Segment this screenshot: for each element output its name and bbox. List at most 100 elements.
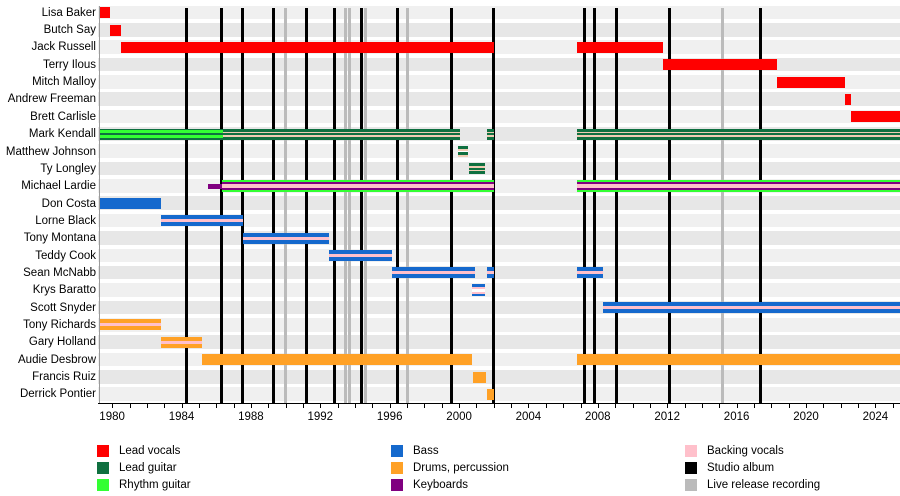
bar-stripe [100,198,161,209]
row-band [98,369,900,384]
member-label: Francis Ruiz [32,371,96,383]
row-band [98,57,900,72]
x-axis-tick [788,404,790,408]
timeline-bar [603,302,900,314]
x-axis-tick [424,404,426,408]
bar-stripe [603,302,900,307]
timeline-bar [486,267,494,279]
bar-stripe [110,24,121,36]
legend-swatch-black [685,462,697,475]
timeline-bar [577,41,663,53]
legend-item: Drums, percussion [391,461,671,475]
studio-album-line [396,8,399,403]
x-axis-tick [806,404,807,408]
legend-item: Rhythm guitar [97,478,377,492]
bar-stripe [100,134,224,139]
x-axis-tick [198,404,200,408]
timeline-bar [577,128,900,140]
row-band [98,387,900,401]
x-axis-tick [476,404,478,408]
x-axis-tick [580,404,582,408]
row-band [98,161,900,176]
x-axis-tick [511,404,513,408]
bar-stripe [100,326,161,331]
x-axis-tick [129,404,131,408]
x-axis-tick [320,404,322,408]
bar-stripe [577,131,900,134]
bar-stripe [100,7,111,19]
member-label: Derrick Pontier [19,388,96,401]
bar-stripe [472,286,486,289]
bar-stripe [160,336,203,341]
x-axis-tick [459,404,461,408]
timeline-bar [222,180,494,193]
x-axis-tick [753,404,755,408]
row-band [98,265,900,280]
timeline-bar [777,76,845,88]
x-axis-tick [667,404,669,408]
bar-stripe [392,274,475,279]
timeline-bar [486,388,494,400]
studio-album-line [668,8,672,403]
timeline-bar [468,163,486,175]
row-band [98,213,900,228]
bar-stripe [472,371,486,383]
bar-stripe [243,232,329,237]
live-release-line [343,8,347,403]
legend-swatch-dark_green [97,462,109,475]
bar-stripe [468,163,486,167]
live-release-line [405,8,409,403]
bar-stripe [160,222,244,227]
x-axis-tick-label: 2004 [515,411,542,423]
bar-stripe [662,59,778,71]
bar-stripe [486,388,494,400]
x-axis-tick [285,404,287,408]
studio-album-line [592,8,596,403]
timeline-bar [577,180,900,193]
legend-label: Lead guitar [119,462,177,475]
bar-stripe [577,274,603,279]
member-label: Terry Ilous [42,58,96,71]
row-band [98,317,900,332]
x-axis-tick [407,404,408,408]
bar-stripe [486,135,494,137]
bar-stripe [577,271,603,275]
bar-stripe [577,184,900,188]
row-band [98,335,900,349]
bar-stripe [845,93,852,105]
timeline-bar [577,267,603,279]
timeline-bar [223,128,460,140]
x-axis-tick [337,404,339,408]
row-band [98,109,900,124]
x-axis-tick [719,404,721,408]
timeline-bar [202,354,472,366]
bar-stripe [120,41,494,53]
plot-left-border [99,6,100,403]
row-band [98,22,900,37]
member-label: Mark Kendall [28,128,96,141]
bar-stripe [222,180,494,183]
x-axis-tick [389,404,391,408]
studio-album-line [185,8,189,403]
member-label: Andrew Freeman [7,93,96,106]
bar-stripe [577,267,603,272]
bar-stripe [603,309,900,314]
x-axis-tick [112,404,114,408]
row-band [98,5,900,20]
timeline-bar [486,128,494,140]
bar-stripe [486,131,494,134]
bar-stripe [577,41,663,53]
legend-item: Lead guitar [97,461,377,475]
bar-stripe [486,128,494,132]
bar-stripe [577,136,900,140]
bar-stripe [472,291,486,294]
x-axis-tick [840,404,842,408]
x-axis-tick [441,404,443,408]
bar-stripe [223,133,460,136]
member-label: Butch Say [43,24,96,36]
member-label: Teddy Cook [35,249,96,262]
timeline-bar [100,198,161,209]
bar-stripe [100,138,224,140]
x-axis-tick [771,404,773,408]
x-axis-tick-label: 2000 [446,411,472,423]
